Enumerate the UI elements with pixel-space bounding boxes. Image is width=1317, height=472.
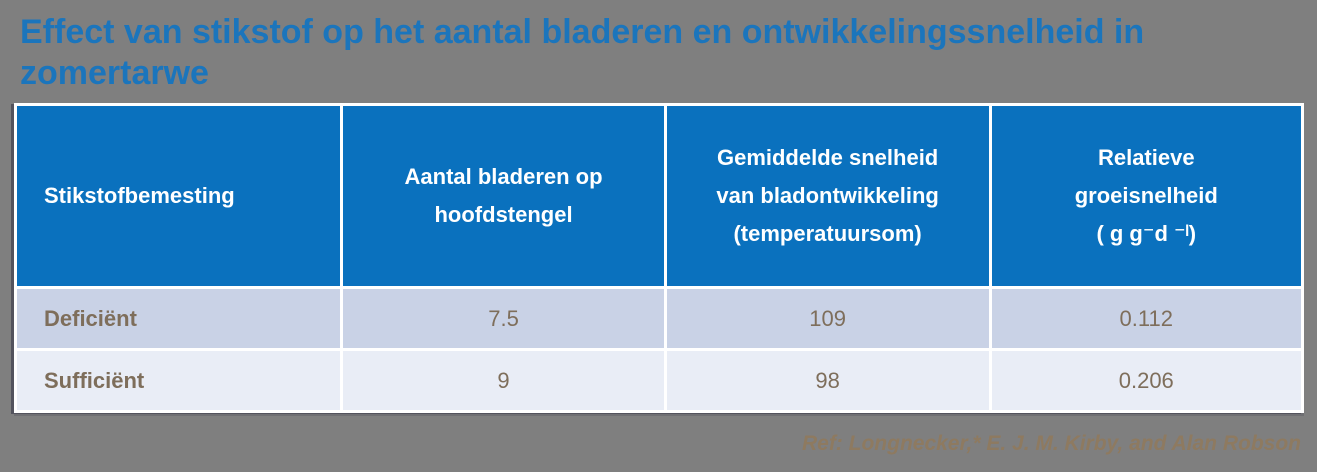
header-line: hoofdstengel: [434, 202, 573, 227]
column-header-relatieve-groeisnelheid: Relatieve groeisnelheid ( g g⁻d ⁻ˡ): [991, 106, 1301, 286]
column-header-gemiddelde-snelheid: Gemiddelde snelheid van bladontwikkeling…: [666, 106, 989, 286]
header-line: (temperatuursom): [733, 221, 922, 246]
page-title: Effect van stikstof op het aantal blader…: [20, 13, 1145, 93]
table-row-label: Sufficiënt: [17, 351, 341, 410]
table-cell: 0.112: [991, 289, 1301, 348]
table-cell: 109: [666, 289, 989, 348]
table-row-label: Deficiënt: [17, 289, 341, 348]
header-line: Stikstofbemesting: [44, 183, 235, 208]
reference-citation: Ref: Longnecker,* E. J. M. Kirby, and Al…: [801, 432, 1301, 455]
column-header-stikstofbemesting: Stikstofbemesting: [17, 106, 341, 286]
header-line: groeisnelheid: [1074, 183, 1218, 208]
data-table: Stikstofbemesting Aantal bladeren op hoo…: [14, 103, 1304, 413]
header-line: Aantal bladeren op: [404, 164, 603, 189]
table-cell: 9: [343, 351, 664, 410]
table-cell: 7.5: [343, 289, 664, 348]
column-header-aantal-bladeren: Aantal bladeren op hoofdstengel: [343, 106, 664, 286]
header-line: van bladontwikkeling: [716, 183, 939, 208]
table-cell: 98: [666, 351, 989, 410]
header-line: ( g g⁻d ⁻ˡ): [1096, 221, 1197, 246]
header-line: Relatieve: [1097, 145, 1195, 170]
header-line: Gemiddelde snelheid: [716, 145, 939, 170]
table-cell: 0.206: [991, 351, 1301, 410]
